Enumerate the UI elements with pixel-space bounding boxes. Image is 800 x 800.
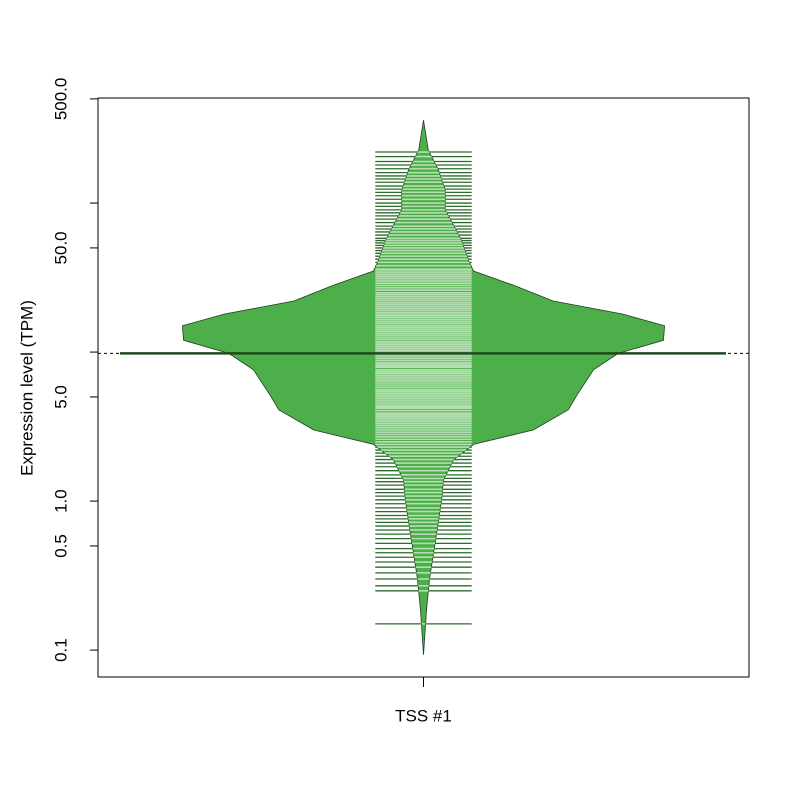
y-tick-label: 1.0 [51, 489, 70, 513]
y-tick-label: 5.0 [51, 385, 70, 409]
y-tick-label: 0.1 [51, 638, 70, 662]
y-tick-label: 0.5 [51, 534, 70, 558]
y-axis-label: Expression level (TPM) [17, 300, 36, 476]
y-tick-label: 500.0 [51, 78, 70, 121]
y-tick-label: 50.0 [51, 231, 70, 264]
x-tick-label: TSS #1 [395, 706, 452, 725]
